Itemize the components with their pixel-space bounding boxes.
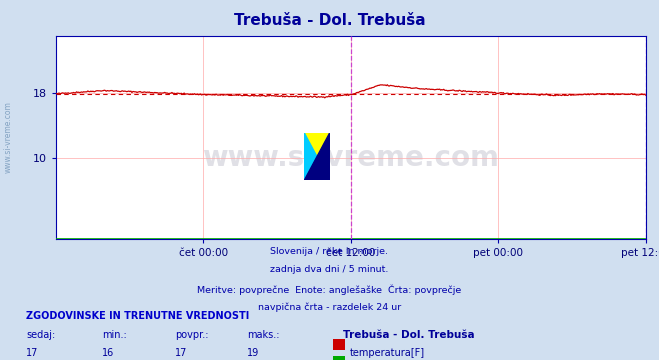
Text: povpr.:: povpr.: [175,330,208,340]
Text: Trebuša - Dol. Trebuša: Trebuša - Dol. Trebuša [234,13,425,28]
Text: Meritve: povprečne  Enote: anglešaške  Črta: povprečje: Meritve: povprečne Enote: anglešaške Črt… [198,284,461,294]
Text: 17: 17 [26,348,39,358]
Text: Trebuša - Dol. Trebuša: Trebuša - Dol. Trebuša [343,330,474,340]
Text: 16: 16 [102,348,115,358]
Polygon shape [304,133,330,180]
Text: 17: 17 [175,348,187,358]
Text: min.:: min.: [102,330,127,340]
Text: navpična črta - razdelek 24 ur: navpična črta - razdelek 24 ur [258,303,401,312]
Text: zadnja dva dni / 5 minut.: zadnja dva dni / 5 minut. [270,265,389,274]
Text: 19: 19 [247,348,260,358]
Text: sedaj:: sedaj: [26,330,55,340]
Polygon shape [304,133,330,180]
Polygon shape [304,133,330,180]
Text: Slovenija / reke in morje.: Slovenija / reke in morje. [270,247,389,256]
Text: temperatura[F]: temperatura[F] [349,348,424,358]
Text: ZGODOVINSKE IN TRENUTNE VREDNOSTI: ZGODOVINSKE IN TRENUTNE VREDNOSTI [26,311,250,321]
Text: maks.:: maks.: [247,330,279,340]
Text: www.si-vreme.com: www.si-vreme.com [202,144,500,172]
Text: www.si-vreme.com: www.si-vreme.com [4,101,13,173]
